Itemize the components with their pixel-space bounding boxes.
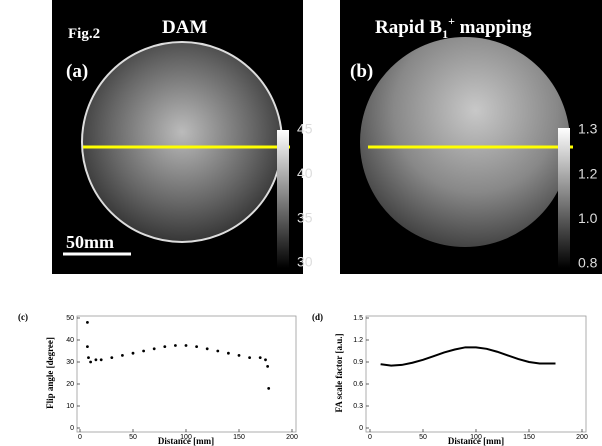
panel-label: (c) [18, 312, 28, 322]
colorbar-label: 40 [297, 165, 313, 181]
panel-title: DAM [162, 17, 207, 38]
x-tick-label: 50 [129, 434, 137, 441]
colorbar-label: 45 [297, 121, 313, 137]
point [205, 347, 209, 351]
title-text: Rapid B [375, 17, 442, 38]
point [121, 354, 124, 357]
point [110, 356, 114, 359]
x-tick-label: 0 [368, 434, 372, 441]
y-tick-label: 1.2 [353, 337, 363, 344]
point [248, 356, 252, 359]
y-tick-label: 0.3 [353, 403, 363, 410]
figure-label: Fig.2 [68, 26, 100, 42]
point [89, 360, 92, 364]
point [152, 347, 156, 351]
x-tick-label: 150 [233, 434, 245, 441]
point [87, 356, 90, 359]
point [227, 351, 230, 355]
x-tick-label: 50 [419, 434, 427, 441]
y-tick-label: 0 [70, 425, 74, 432]
x-axis-label: Distance [mm] [158, 436, 214, 446]
point [131, 351, 135, 355]
y-tick-label: 0.9 [353, 359, 363, 366]
title-text: mapping [455, 17, 532, 38]
y-tick-label: 10 [66, 403, 74, 410]
phantom [360, 37, 570, 247]
point [99, 358, 103, 362]
y-tick-label: 1.5 [353, 315, 363, 322]
plot-frame [76, 315, 297, 433]
x-tick-label: 200 [576, 434, 588, 441]
point [94, 358, 98, 362]
scale-label: 50mm [66, 232, 114, 252]
y-tick-label: 30 [66, 359, 74, 366]
point [174, 344, 177, 347]
title-sup: + [448, 14, 455, 28]
colorbar-label: 0.8 [578, 255, 598, 271]
colorbar-label: 35 [297, 209, 313, 225]
point [264, 358, 267, 362]
point [267, 387, 271, 390]
y-tick-label: 40 [66, 337, 74, 344]
y-tick-label: 0.6 [353, 381, 363, 388]
colorbar [277, 130, 289, 268]
point [86, 321, 89, 324]
colorbar-label: 30 [297, 254, 313, 270]
colorbar [558, 128, 570, 268]
panel-label: (a) [66, 61, 88, 82]
point [266, 365, 270, 368]
y-axis-label: FA scale factor [a.u.] [334, 334, 344, 413]
colorbar-label: 1.2 [578, 165, 598, 181]
point [163, 345, 167, 348]
point [237, 354, 241, 357]
x-tick-label: 200 [286, 434, 298, 441]
point [184, 344, 188, 347]
x-tick-label: 100 [180, 434, 192, 441]
panel-label: (d) [312, 312, 323, 322]
plot-frame [365, 315, 587, 433]
y-tick-label: 0 [359, 425, 363, 432]
colorbar-label: 1.3 [578, 121, 598, 137]
x-tick-label: 0 [78, 434, 82, 441]
title-sub: 1 [442, 27, 448, 41]
point [86, 345, 89, 348]
y-tick-label: 50 [66, 315, 74, 322]
line [380, 346, 556, 367]
point [142, 349, 146, 353]
point [195, 345, 199, 348]
point [258, 356, 262, 359]
panel-title: Rapid B1+ mapping [375, 14, 532, 41]
x-axis-label: Distance [mm] [448, 436, 504, 446]
y-tick-label: 20 [66, 381, 74, 388]
phantom [81, 41, 283, 243]
x-tick-label: 150 [523, 434, 535, 441]
colorbar-label: 1.0 [578, 210, 598, 226]
y-axis-label: Flip angle [degree] [45, 337, 55, 409]
x-tick-label: 100 [470, 434, 482, 441]
point [216, 349, 220, 353]
panel-label: (b) [350, 61, 373, 82]
